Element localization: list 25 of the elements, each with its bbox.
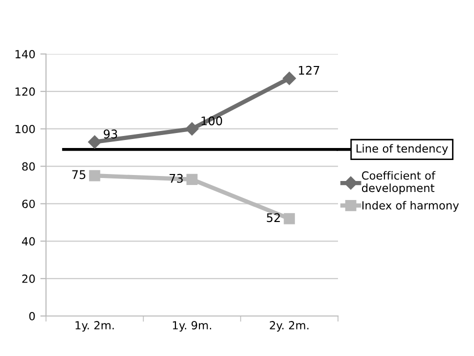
x-tick-label: 2y. 2m.: [270, 321, 308, 332]
y-tick-label: 60: [22, 200, 35, 208]
y-tick-label: 20: [22, 274, 35, 283]
point: [284, 213, 295, 224]
point: [88, 135, 102, 149]
data-label: 93: [104, 130, 118, 138]
data-label: 75: [72, 170, 86, 180]
x-tick-label: 1y. 2m.: [76, 321, 114, 332]
legend-label: Index of harmony: [362, 200, 459, 212]
data-label: 127: [298, 66, 320, 75]
y-tick-label: 0: [29, 312, 35, 320]
point: [185, 122, 199, 136]
ref-line-label: Line of tendency: [356, 144, 448, 155]
data-label: 73: [170, 174, 183, 183]
data-label: 52: [266, 213, 280, 222]
y-tick-label: 140: [16, 50, 35, 58]
y-tick-label: 120: [16, 87, 35, 96]
y-tick-label: 80: [22, 162, 35, 171]
y-tick-label: 100: [16, 124, 35, 134]
legend-label: Coefficient of development: [362, 171, 436, 194]
point: [186, 174, 198, 185]
point: [282, 72, 296, 85]
point: [89, 170, 100, 182]
y-tick-label: 40: [22, 237, 35, 246]
x-tick-label: 1y. 9m.: [172, 321, 212, 332]
